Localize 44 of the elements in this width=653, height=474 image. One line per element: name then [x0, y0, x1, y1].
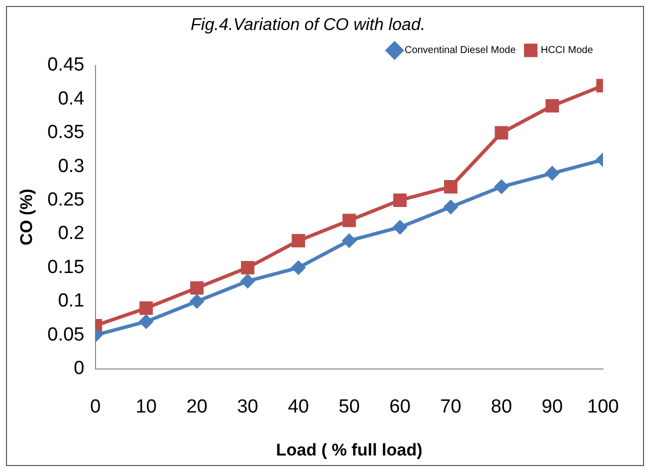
point	[494, 126, 508, 140]
point	[292, 260, 306, 274]
point	[292, 234, 306, 248]
y-tick-label: 0.15	[47, 256, 84, 278]
legend-label: Conventinal Diesel Mode	[404, 45, 516, 56]
x-tick-label: 50	[338, 396, 360, 418]
point	[393, 220, 407, 234]
point	[342, 214, 356, 228]
y-tick-label: 0.35	[47, 122, 84, 144]
y-tick-label: 0.45	[47, 54, 84, 76]
x-tick-label: 30	[237, 396, 258, 418]
point	[494, 180, 508, 194]
x-tick-label: 70	[440, 396, 462, 418]
point	[139, 301, 153, 315]
x-axis-title: Load ( % full load)	[276, 440, 422, 460]
x-tick-label: 80	[490, 396, 512, 418]
legend-label: HCCI Mode	[540, 45, 594, 56]
point	[139, 314, 153, 328]
point	[545, 166, 559, 180]
point	[546, 99, 559, 113]
point	[342, 234, 356, 248]
x-tick-label: 100	[587, 396, 619, 418]
y-tick-label: 0.4	[58, 88, 85, 110]
point	[393, 194, 407, 207]
x-tick-label: 90	[542, 396, 563, 418]
y-tick-label: 0.05	[47, 324, 84, 346]
x-tick-label: 20	[186, 396, 208, 418]
point	[444, 180, 458, 194]
x-tick-label: 10	[136, 396, 157, 418]
y-tick-label: 0.3	[58, 156, 84, 177]
y-tick-label: 0.1	[58, 290, 84, 312]
y-axis-title: CO (%)	[16, 188, 36, 246]
chart-title: Fig.4.Variation of CO with load.	[190, 14, 426, 34]
point	[190, 294, 204, 308]
point	[190, 281, 204, 295]
y-tick-label: 0	[74, 358, 84, 380]
x-tick-label: 0	[90, 396, 101, 418]
y-tick-label: 0.2	[58, 223, 84, 244]
point	[444, 200, 458, 214]
point	[240, 260, 254, 274]
x-tick-label: 60	[389, 396, 411, 418]
x-tick-label: 40	[288, 396, 309, 418]
point	[240, 274, 254, 288]
y-tick-label: 0.25	[47, 189, 84, 210]
